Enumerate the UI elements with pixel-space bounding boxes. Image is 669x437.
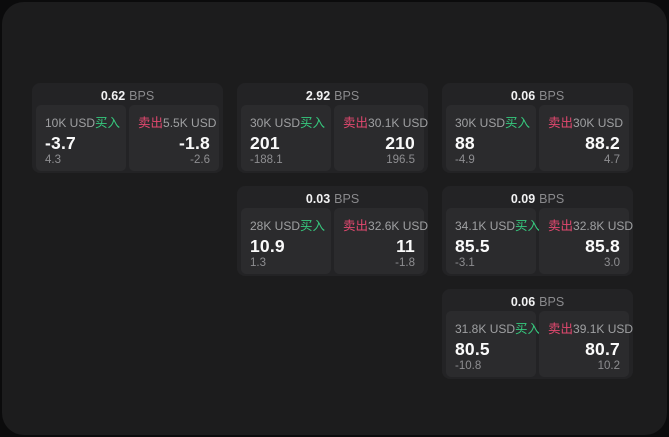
buy-size-label: 34.1K USD <box>455 219 516 233</box>
bps-unit-label: BPS <box>539 192 565 206</box>
sell-sub-value: 3.0 <box>604 257 620 269</box>
bps-unit-label: BPS <box>334 192 360 206</box>
sell-price: 11 <box>396 236 415 256</box>
buy-sub-value: 4.3 <box>45 154 61 166</box>
buy-sell-panels: 34.1K USD 买入 85.5 -3.1 卖出 32.8K USD 85.8… <box>446 208 633 274</box>
buy-side-label: 买入 <box>300 116 326 130</box>
sell-side-label: 卖出 <box>138 116 164 130</box>
card-bps-header: 0.03 BPS <box>241 189 424 208</box>
sell-side-label: 卖出 <box>343 116 369 130</box>
sell-side-label: 卖出 <box>548 116 574 130</box>
card-bps-header: 0.06 BPS <box>446 292 629 311</box>
sell-side-label: 卖出 <box>548 322 574 336</box>
sell-side-label: 卖出 <box>548 219 574 233</box>
buy-size-label: 30K USD <box>455 116 506 130</box>
buy-side-label: 买入 <box>300 219 326 233</box>
bps-unit-label: BPS <box>539 89 565 103</box>
buy-sell-panels: 31.8K USD 买入 80.5 -10.8 卖出 39.1K USD 80.… <box>446 311 633 377</box>
bps-value: 2.92 <box>305 89 331 103</box>
bps-unit-label: BPS <box>129 89 155 103</box>
sell-sub-value: 4.7 <box>604 154 620 166</box>
sell-price: -1.8 <box>179 133 210 153</box>
buy-panel[interactable]: 10K USD 买入 -3.7 4.3 <box>36 105 126 171</box>
buy-size-label: 30K USD <box>250 116 301 130</box>
sell-panel[interactable]: 卖出 39.1K USD 80.7 10.2 <box>539 311 633 377</box>
quote-card: 0.06 BPS 30K USD 买入 88 -4.9 卖出 30K USD 88… <box>442 83 633 173</box>
buy-side-label: 买入 <box>515 322 541 336</box>
buy-panel[interactable]: 30K USD 买入 201 -188.1 <box>241 105 331 171</box>
buy-size-label: 28K USD <box>250 219 301 233</box>
sell-size-label: 39.1K USD <box>573 322 634 336</box>
sell-panel[interactable]: 卖出 5.5K USD -1.8 -2.6 <box>129 105 219 171</box>
sell-sub-value: 10.2 <box>597 360 620 372</box>
sell-size-label: 30.1K USD <box>368 116 429 130</box>
sell-price: 88.2 <box>585 133 620 153</box>
buy-sub-value: 1.3 <box>250 257 266 269</box>
quote-card: 0.03 BPS 28K USD 买入 10.9 1.3 卖出 32.6K USD… <box>237 186 428 276</box>
buy-price: 88 <box>455 133 475 153</box>
bps-value: 0.06 <box>510 295 536 309</box>
sell-sub-value: -2.6 <box>190 154 210 166</box>
bps-unit-label: BPS <box>334 89 360 103</box>
buy-panel[interactable]: 34.1K USD 买入 85.5 -3.1 <box>446 208 540 274</box>
sell-price: 85.8 <box>585 236 620 256</box>
sell-size-label: 32.6K USD <box>368 219 429 233</box>
sell-panel[interactable]: 卖出 32.8K USD 85.8 3.0 <box>539 208 633 274</box>
sell-size-label: 30K USD <box>573 116 624 130</box>
quote-card: 0.06 BPS 31.8K USD 买入 80.5 -10.8 卖出 39.1K… <box>442 289 633 379</box>
card-bps-header: 2.92 BPS <box>241 86 424 105</box>
bps-value: 0.03 <box>305 192 331 206</box>
sell-side-label: 卖出 <box>343 219 369 233</box>
buy-side-label: 买入 <box>95 116 121 130</box>
buy-price: 10.9 <box>250 236 285 256</box>
buy-sell-panels: 28K USD 买入 10.9 1.3 卖出 32.6K USD 11 -1.8 <box>241 208 428 274</box>
bps-unit-label: BPS <box>539 295 565 309</box>
quote-card: 2.92 BPS 30K USD 买入 201 -188.1 卖出 30.1K U… <box>237 83 428 173</box>
quote-cards-grid: 0.62 BPS 10K USD 买入 -3.7 4.3 卖出 5.5K USD … <box>32 83 633 379</box>
buy-side-label: 买入 <box>505 116 531 130</box>
sell-size-label: 32.8K USD <box>573 219 634 233</box>
bps-value: 0.06 <box>510 89 536 103</box>
buy-sell-panels: 10K USD 买入 -3.7 4.3 卖出 5.5K USD -1.8 -2.… <box>36 105 219 171</box>
buy-price: 201 <box>250 133 280 153</box>
card-bps-header: 0.62 BPS <box>36 86 219 105</box>
bps-value: 0.09 <box>510 192 536 206</box>
buy-price: 80.5 <box>455 339 490 359</box>
sell-price: 210 <box>385 133 415 153</box>
card-bps-header: 0.06 BPS <box>446 86 629 105</box>
card-bps-header: 0.09 BPS <box>446 189 629 208</box>
sell-sub-value: 196.5 <box>386 154 415 166</box>
buy-price: -3.7 <box>45 133 76 153</box>
buy-sub-value: -10.8 <box>455 360 482 372</box>
sell-panel[interactable]: 卖出 30K USD 88.2 4.7 <box>539 105 629 171</box>
buy-sub-value: -4.9 <box>455 154 475 166</box>
sell-panel[interactable]: 卖出 30.1K USD 210 196.5 <box>334 105 428 171</box>
buy-panel[interactable]: 30K USD 买入 88 -4.9 <box>446 105 536 171</box>
buy-sell-panels: 30K USD 买入 201 -188.1 卖出 30.1K USD 210 1… <box>241 105 428 171</box>
bps-value: 0.62 <box>100 89 126 103</box>
sell-sub-value: -1.8 <box>395 257 415 269</box>
buy-sub-value: -188.1 <box>250 154 283 166</box>
sell-price: 80.7 <box>585 339 620 359</box>
buy-side-label: 买入 <box>515 219 541 233</box>
buy-size-label: 31.8K USD <box>455 322 516 336</box>
buy-panel[interactable]: 28K USD 买入 10.9 1.3 <box>241 208 331 274</box>
buy-sell-panels: 30K USD 买入 88 -4.9 卖出 30K USD 88.2 4.7 <box>446 105 629 171</box>
buy-sub-value: -3.1 <box>455 257 475 269</box>
sell-size-label: 5.5K USD <box>163 116 217 130</box>
buy-size-label: 10K USD <box>45 116 96 130</box>
quote-card: 0.09 BPS 34.1K USD 买入 85.5 -3.1 卖出 32.8K … <box>442 186 633 276</box>
buy-price: 85.5 <box>455 236 490 256</box>
sell-panel[interactable]: 卖出 32.6K USD 11 -1.8 <box>334 208 428 274</box>
buy-panel[interactable]: 31.8K USD 买入 80.5 -10.8 <box>446 311 540 377</box>
quote-card: 0.62 BPS 10K USD 买入 -3.7 4.3 卖出 5.5K USD … <box>32 83 223 173</box>
